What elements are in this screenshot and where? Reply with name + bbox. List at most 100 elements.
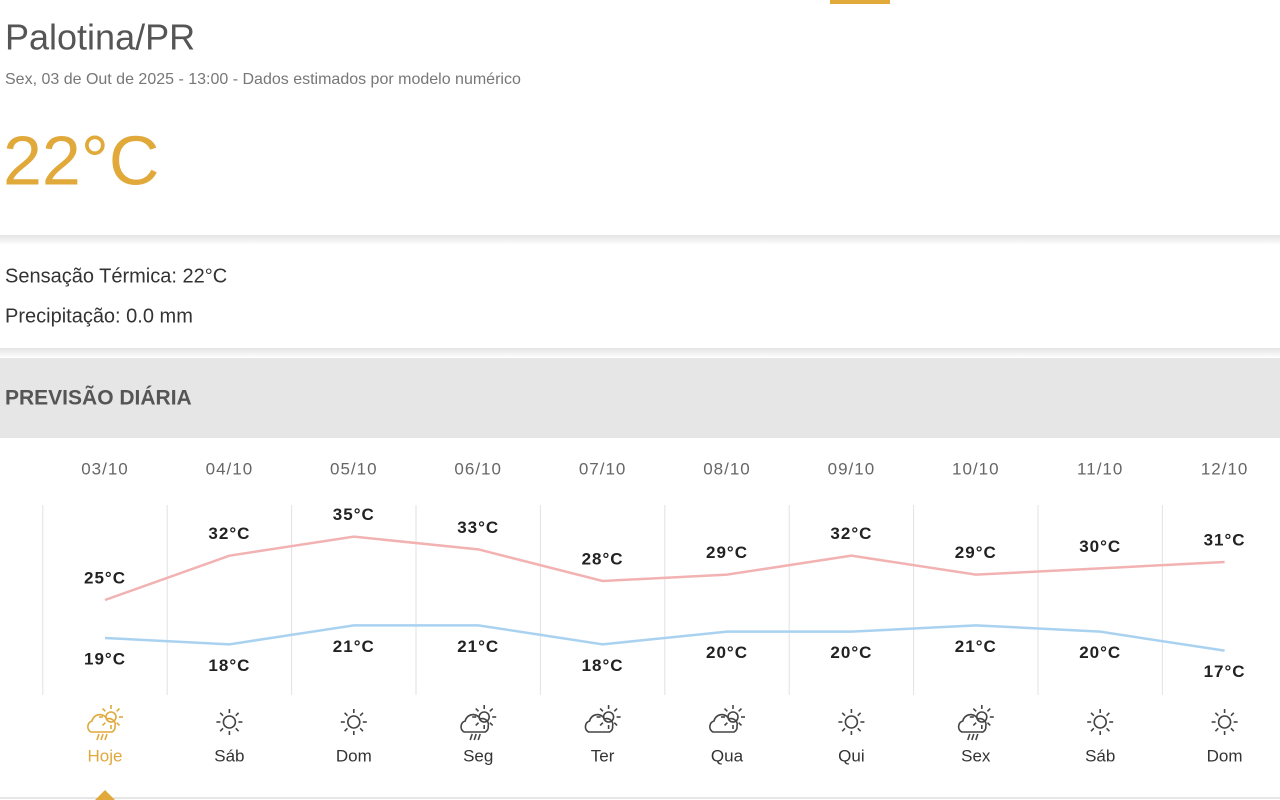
date-label: 06/10 — [454, 459, 502, 478]
date-label: 11/10 — [1077, 459, 1123, 478]
date-label: 09/10 — [828, 459, 876, 478]
icon-ray — [972, 722, 977, 727]
subtitle: Sex, 03 de Out de 2025 - 13:00 - Dados e… — [5, 71, 521, 88]
icon-ray — [1105, 712, 1110, 717]
feels-like: Sensação Térmica: 22°C — [5, 265, 227, 287]
city-title: Palotina/PR — [5, 17, 195, 58]
icon-ray — [359, 727, 364, 732]
icon-sun — [1093, 715, 1107, 729]
weather-icon — [957, 705, 994, 741]
icon-rain — [104, 733, 108, 741]
separator — [0, 235, 1280, 245]
icon-rain — [473, 733, 477, 741]
value-label: 25°C — [84, 568, 126, 587]
value-label: 29°C — [706, 543, 748, 562]
icon-ray — [235, 712, 240, 717]
precipitation: Precipitação: 0.0 mm — [5, 305, 193, 327]
date-label: 08/10 — [703, 459, 751, 478]
weather-icon — [709, 705, 745, 733]
icon-rain — [96, 733, 100, 741]
icon-ray — [475, 722, 480, 727]
icon-ray — [489, 722, 494, 727]
value-label: 17°C — [1204, 662, 1246, 681]
icon-cloud — [87, 713, 116, 733]
day-label: Qua — [711, 746, 744, 765]
day-label: Sex — [961, 746, 991, 765]
icon-ray — [101, 707, 106, 712]
value-label: 35°C — [333, 505, 375, 524]
icon-sun — [222, 715, 237, 729]
weather-icon — [838, 709, 865, 735]
icon-ray — [219, 712, 224, 717]
day-label: Dom — [336, 746, 372, 765]
weather-icon — [1211, 709, 1238, 735]
temperature-line — [104, 624, 1225, 652]
icon-ray — [738, 722, 743, 727]
section-title: PREVISÃO DIÁRIA — [5, 387, 192, 410]
tab-indicator — [830, 0, 890, 4]
icon-ray — [1230, 712, 1235, 717]
value-label: 21°C — [333, 637, 375, 656]
icon-rain — [477, 733, 481, 741]
icon-cloud — [460, 713, 490, 733]
weather-icon — [1087, 709, 1114, 735]
weather-icon — [584, 705, 621, 733]
date-label: 10/10 — [952, 459, 1000, 478]
icon-ray — [857, 712, 862, 717]
icon-ray — [344, 727, 349, 732]
icon-ray — [599, 722, 604, 727]
icon-rain — [975, 733, 979, 741]
icon-ray — [986, 722, 991, 727]
icon-ray — [857, 727, 862, 732]
icon-ray — [116, 722, 121, 727]
selected-marker — [95, 790, 115, 800]
value-label: 18°C — [582, 656, 624, 675]
day-label: Sáb — [214, 746, 244, 765]
weather-icon — [460, 705, 497, 741]
day-label: Dom — [1207, 746, 1243, 765]
date-label: 03/10 — [81, 459, 129, 478]
value-label: 21°C — [457, 637, 499, 656]
day-label: Seg — [463, 746, 493, 765]
weather-icon — [87, 705, 123, 741]
icon-ray — [986, 707, 991, 712]
value-label: 32°C — [830, 524, 872, 543]
icon-ray — [723, 722, 728, 727]
icon-cloud — [584, 713, 614, 733]
icon-rain — [967, 733, 971, 741]
icon-ray — [101, 722, 106, 727]
forecast-chart: 03/10 Hoje 04/10 Sáb 05/10 Dom 06/10 Seg 07/10 Te… — [42, 459, 1249, 800]
icon-ray — [219, 727, 224, 732]
value-label: 28°C — [582, 549, 624, 568]
icon-ray — [475, 707, 480, 712]
icon-sun — [1217, 715, 1232, 729]
icon-ray — [235, 727, 240, 732]
icon-ray — [1230, 727, 1235, 732]
separator — [0, 348, 1280, 358]
value-label: 30°C — [1079, 537, 1121, 556]
icon-ray — [841, 727, 846, 732]
value-label: 19°C — [84, 649, 126, 668]
value-label: 31°C — [1204, 530, 1246, 549]
weather-icon — [216, 709, 243, 735]
icon-ray — [359, 712, 364, 717]
icon-ray — [1090, 727, 1095, 732]
icon-ray — [1214, 727, 1219, 732]
icon-ray — [344, 712, 349, 717]
value-label: 20°C — [706, 643, 748, 662]
value-label: 20°C — [1079, 643, 1121, 662]
section-band — [0, 358, 1280, 438]
day-label: Hoje — [88, 746, 123, 765]
value-label: 29°C — [955, 543, 997, 562]
icon-ray — [613, 707, 618, 712]
icon-cloud — [957, 713, 987, 733]
date-label: 07/10 — [579, 459, 627, 478]
icon-ray — [972, 707, 977, 712]
value-label: 21°C — [955, 637, 997, 656]
date-label: 12/10 — [1201, 459, 1249, 478]
day-label: Qui — [838, 746, 864, 765]
current-temperature: 22°C — [3, 121, 159, 199]
icon-cloud — [709, 713, 738, 733]
